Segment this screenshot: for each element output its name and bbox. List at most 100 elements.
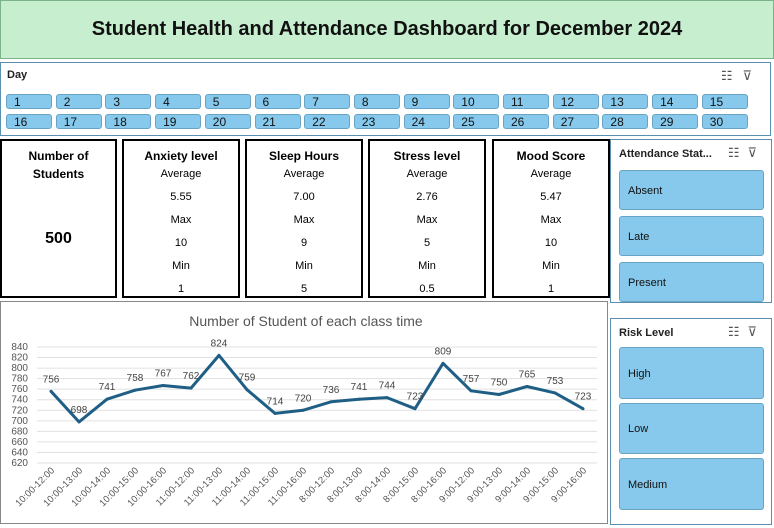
kpi-mood-max-label: Max: [540, 214, 562, 226]
data-point: [385, 396, 389, 400]
day-button-26[interactable]: 26: [503, 114, 549, 129]
day-button-12[interactable]: 12: [552, 94, 599, 109]
risk-option-low[interactable]: Low: [619, 403, 764, 454]
kpi-stress-max-label: Max: [416, 214, 438, 226]
data-point: [161, 383, 165, 387]
day-slicer-header: Day: [7, 69, 28, 81]
kpi-sleep-min-label: Min: [295, 260, 313, 272]
day-button-9[interactable]: 9: [403, 94, 450, 109]
attendance-option-present[interactable]: Present: [619, 262, 764, 302]
kpi-sleep-max-label: Max: [293, 214, 315, 226]
day-button-19[interactable]: 19: [155, 114, 202, 129]
data-point: [441, 361, 445, 365]
day-button-21[interactable]: 21: [254, 114, 301, 129]
attendance-option-absent[interactable]: Absent: [619, 170, 764, 210]
day-button-13[interactable]: 13: [602, 94, 649, 109]
day-button-16[interactable]: 16: [6, 114, 52, 129]
risk-level-slicer: Risk Level ☷⊽ High Low Medium: [610, 318, 772, 525]
kpi-anxiety-min: 1: [177, 283, 185, 295]
kpi-stress-avg-label: Average: [406, 168, 448, 180]
kpi-anxiety-min-label: Min: [172, 260, 190, 272]
kpi-stress-max: 5: [423, 237, 431, 249]
data-label: 757: [463, 374, 480, 385]
y-tick-label: 680: [11, 426, 28, 437]
day-button-7[interactable]: 7: [304, 94, 351, 109]
kpi-mood-avg: 5.47: [540, 191, 562, 203]
day-button-15[interactable]: 15: [701, 94, 748, 109]
data-label: 741: [351, 382, 368, 393]
day-button-3[interactable]: 3: [105, 94, 152, 109]
kpi-anxiety-avg: 5.55: [170, 191, 192, 203]
day-button-6[interactable]: 6: [254, 94, 301, 109]
kpi-stress-label: Stress level: [393, 149, 461, 163]
data-label: 736: [323, 385, 340, 396]
kpi-mood-min-label: Min: [542, 260, 560, 272]
day-button-24[interactable]: 24: [403, 114, 450, 129]
kpi-students-label-2: Students: [32, 167, 85, 181]
day-button-8[interactable]: 8: [353, 94, 400, 109]
kpi-sleep-avg: 7.00: [293, 191, 315, 203]
day-button-30[interactable]: 30: [701, 114, 748, 129]
data-point: [525, 385, 529, 389]
kpi-stress-min-label: Min: [418, 260, 436, 272]
day-button-17[interactable]: 17: [55, 114, 102, 129]
data-label: 767: [155, 368, 172, 379]
day-button-29[interactable]: 29: [652, 114, 699, 129]
data-point: [133, 388, 137, 392]
data-point: [105, 397, 109, 401]
y-tick-label: 660: [11, 437, 28, 448]
day-button-1[interactable]: 1: [6, 94, 52, 109]
data-label: 698: [71, 405, 88, 416]
data-label: 741: [99, 382, 116, 393]
day-slicer: Day ☷⊽ 1 2 3 4 5 6 7 8 9 10 11 12 13 14 15 16 17 18 19 20 21…: [0, 62, 771, 136]
multi-select-icon[interactable]: ☷: [720, 68, 743, 83]
data-label: 756: [43, 374, 60, 385]
data-point: [273, 411, 277, 415]
kpi-students-label-1: Number of: [28, 149, 89, 163]
day-button-5[interactable]: 5: [204, 94, 251, 109]
data-label: 758: [127, 373, 144, 384]
line-chart: Number of Student of each class time 620…: [11, 313, 597, 509]
kpi-anxiety-avg-label: Average: [160, 168, 202, 180]
day-button-2[interactable]: 2: [55, 94, 102, 109]
day-button-27[interactable]: 27: [552, 114, 599, 129]
day-button-11[interactable]: 11: [503, 94, 549, 109]
kpi-sleep-avg-label: Average: [283, 168, 325, 180]
risk-option-high[interactable]: High: [619, 347, 764, 399]
data-label: 723: [407, 392, 424, 403]
day-button-14[interactable]: 14: [652, 94, 699, 109]
day-button-28[interactable]: 28: [602, 114, 649, 129]
clear-filter-icon[interactable]: ⊽: [747, 145, 765, 160]
day-button-4[interactable]: 4: [155, 94, 202, 109]
kpi-mood-min: 1: [547, 283, 555, 295]
data-point: [357, 397, 361, 401]
data-label: 744: [379, 381, 396, 392]
data-point: [77, 420, 81, 424]
day-button-10[interactable]: 10: [453, 94, 500, 109]
y-tick-label: 800: [11, 363, 28, 374]
day-button-25[interactable]: 25: [453, 114, 500, 129]
data-label: 824: [211, 338, 228, 349]
kpi-students-value: 500: [45, 230, 72, 247]
data-label: 723: [575, 392, 592, 403]
multi-select-icon[interactable]: ☷: [727, 145, 748, 160]
data-point: [245, 388, 249, 392]
day-button-22[interactable]: 22: [304, 114, 351, 129]
y-tick-label: 760: [11, 384, 28, 395]
data-label: 753: [547, 376, 564, 387]
kpi-sleep-min: 5: [300, 283, 308, 295]
kpi-mood-label: Mood Score: [516, 149, 586, 163]
multi-select-icon[interactable]: ☷: [727, 324, 748, 339]
attendance-option-late[interactable]: Late: [619, 216, 764, 256]
day-button-20[interactable]: 20: [204, 114, 251, 129]
risk-option-medium[interactable]: Medium: [619, 458, 764, 510]
attendance-slicer-header: Attendance Stat...: [619, 148, 712, 160]
clear-filter-icon[interactable]: ⊽: [742, 68, 762, 83]
data-point: [413, 407, 417, 411]
kpi-mood-avg-label: Average: [530, 168, 572, 180]
data-point: [189, 386, 193, 390]
clear-filter-icon[interactable]: ⊽: [747, 324, 765, 339]
day-button-18[interactable]: 18: [105, 114, 152, 129]
day-button-23[interactable]: 23: [353, 114, 400, 129]
kpi-stress-avg: 2.76: [416, 191, 438, 203]
